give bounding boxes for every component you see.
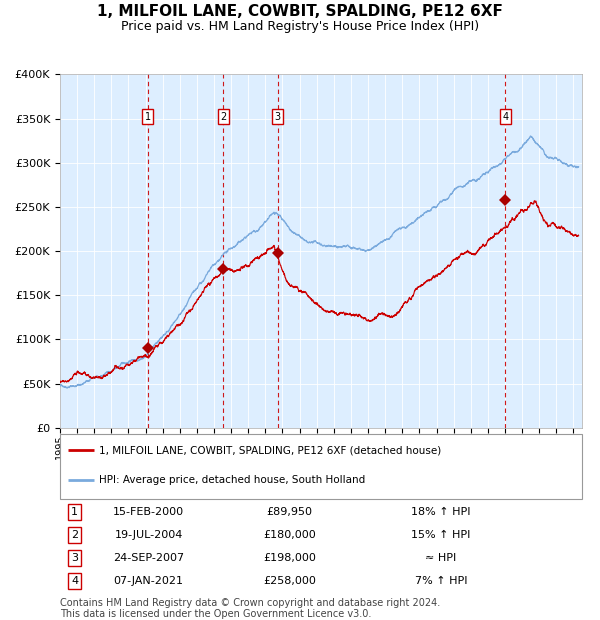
FancyBboxPatch shape (60, 434, 582, 499)
Text: 4: 4 (71, 575, 78, 586)
Text: ≈ HPI: ≈ HPI (425, 552, 457, 563)
Text: £258,000: £258,000 (263, 575, 316, 586)
Text: Price paid vs. HM Land Registry's House Price Index (HPI): Price paid vs. HM Land Registry's House … (121, 20, 479, 33)
Text: 07-JAN-2021: 07-JAN-2021 (114, 575, 184, 586)
Text: 2: 2 (71, 529, 78, 540)
Text: £180,000: £180,000 (263, 529, 316, 540)
Text: 15-FEB-2000: 15-FEB-2000 (113, 507, 184, 517)
Text: 1: 1 (145, 112, 151, 122)
Text: 1, MILFOIL LANE, COWBIT, SPALDING, PE12 6XF (detached house): 1, MILFOIL LANE, COWBIT, SPALDING, PE12 … (99, 445, 442, 455)
Text: 3: 3 (275, 112, 281, 122)
Text: 18% ↑ HPI: 18% ↑ HPI (412, 507, 471, 517)
Text: 1: 1 (71, 507, 78, 517)
Text: 19-JUL-2004: 19-JUL-2004 (115, 529, 183, 540)
Text: 3: 3 (71, 552, 78, 563)
Text: 1, MILFOIL LANE, COWBIT, SPALDING, PE12 6XF: 1, MILFOIL LANE, COWBIT, SPALDING, PE12 … (97, 4, 503, 19)
Text: 2: 2 (220, 112, 227, 122)
Text: 4: 4 (502, 112, 509, 122)
Text: £89,950: £89,950 (266, 507, 313, 517)
Text: £198,000: £198,000 (263, 552, 316, 563)
Text: 24-SEP-2007: 24-SEP-2007 (113, 552, 184, 563)
Text: Contains HM Land Registry data © Crown copyright and database right 2024.
This d: Contains HM Land Registry data © Crown c… (60, 598, 440, 619)
Text: 15% ↑ HPI: 15% ↑ HPI (412, 529, 471, 540)
Text: 7% ↑ HPI: 7% ↑ HPI (415, 575, 467, 586)
Text: HPI: Average price, detached house, South Holland: HPI: Average price, detached house, Sout… (99, 474, 365, 485)
